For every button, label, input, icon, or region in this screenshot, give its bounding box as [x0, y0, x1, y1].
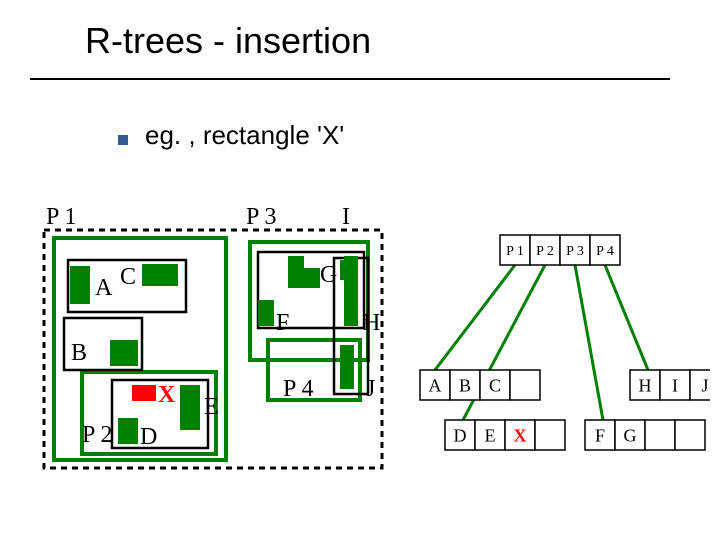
- svg-text:P 4: P 4: [283, 376, 313, 402]
- svg-text:E: E: [485, 425, 496, 445]
- bullet-icon: [118, 135, 128, 145]
- svg-text:C: C: [489, 375, 501, 395]
- svg-text:F: F: [276, 310, 289, 336]
- svg-text:P 1: P 1: [506, 244, 524, 259]
- svg-text:J: J: [701, 375, 708, 395]
- svg-text:P 2: P 2: [536, 244, 554, 259]
- svg-text:B: B: [459, 375, 471, 395]
- svg-text:P 3: P 3: [566, 244, 584, 259]
- svg-text:A: A: [429, 375, 442, 395]
- svg-text:P 2: P 2: [82, 422, 112, 448]
- slide-title: R-trees - insertion: [85, 20, 371, 62]
- tree-diagram: P 1 P 2 P 3 P 4 ABC HI J DEX FG: [400, 210, 710, 470]
- spatial-diagram: P 1 P 3 I AC B X E P 2 D F GH P 4 J: [40, 190, 390, 480]
- svg-text:I: I: [672, 375, 678, 395]
- svg-text:D: D: [454, 425, 467, 445]
- title-underline: [30, 78, 670, 80]
- svg-text:X: X: [158, 382, 176, 408]
- svg-text:D: D: [140, 424, 157, 450]
- svg-text:X: X: [514, 425, 527, 445]
- svg-text:A: A: [95, 275, 113, 301]
- slide: R-trees - insertion eg. , rectangle 'X' …: [0, 0, 720, 540]
- slide-subtitle: eg. , rectangle 'X': [145, 120, 344, 151]
- svg-text:P 4: P 4: [596, 244, 614, 259]
- svg-text:G: G: [320, 262, 337, 288]
- svg-text:I: I: [342, 204, 350, 230]
- svg-text:P 1: P 1: [46, 204, 76, 230]
- svg-text:H: H: [639, 375, 652, 395]
- svg-text:F: F: [595, 425, 605, 445]
- svg-text:G: G: [624, 425, 637, 445]
- svg-text:C: C: [120, 264, 136, 290]
- svg-text:J: J: [366, 376, 375, 402]
- svg-text:P 3: P 3: [246, 204, 276, 230]
- svg-text:B: B: [71, 340, 87, 366]
- svg-text:E: E: [204, 394, 219, 420]
- svg-text:H: H: [363, 310, 380, 336]
